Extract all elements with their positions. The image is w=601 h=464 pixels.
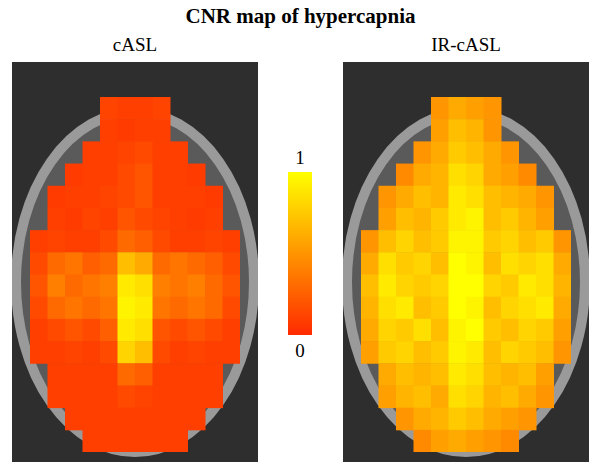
svg-text:0: 0 (295, 340, 305, 361)
html-text:cASL: cASL (112, 34, 158, 55)
svg-text:1: 1 (295, 147, 305, 168)
html-text:IR-cASL: IR-cASL (431, 34, 501, 55)
html-text:CNR map of hypercapnia: CNR map of hypercapnia (185, 4, 416, 28)
